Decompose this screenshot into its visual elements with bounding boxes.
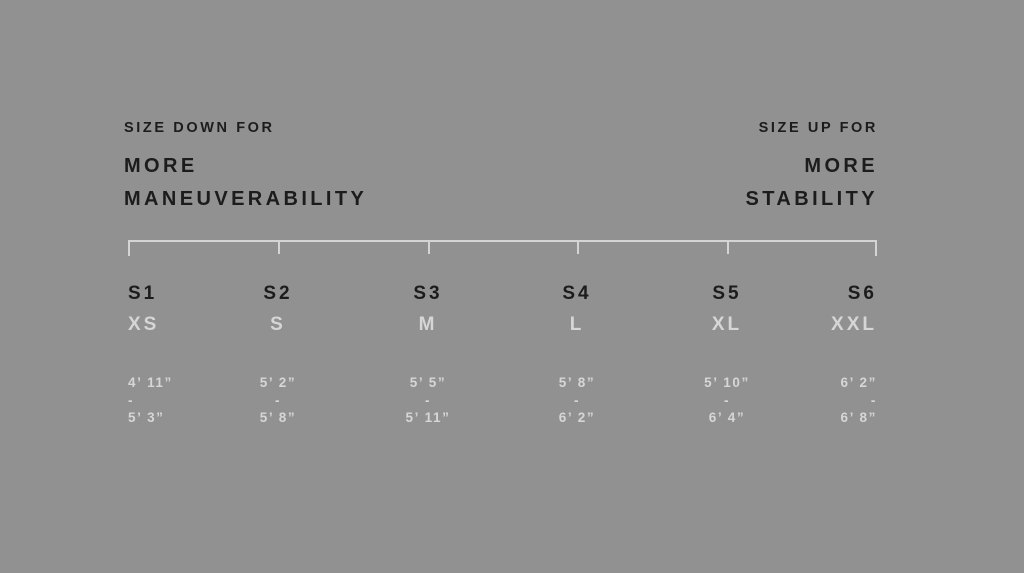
size-letter: L [569,314,585,335]
height-range: 5’ 8” - 6’ 2” [502,374,652,427]
size-letter: M [418,314,438,335]
size-code: S4 [562,283,592,304]
ruler-tick [577,240,580,254]
size-letter: XL [711,314,743,335]
height-min: 4’ 11” [128,375,173,390]
size-up-header: SIZE UP FOR MORE STABILITY [746,119,878,216]
height-min: 5’ 5” [409,375,447,390]
size-column-s3: S3 M 5’ 5” - 5’ 11” [353,284,503,427]
size-column-s2: S2 S 5’ 2” - 5’ 8” [203,284,353,427]
size-code: S1 [128,283,158,304]
size-letter: XXL [831,314,877,335]
height-max: 6’ 2” [558,410,596,425]
height-range: 5’ 2” - 5’ 8” [203,374,353,427]
size-column-s6: S6 XXL 6’ 2” - 6’ 8” [727,284,877,427]
height-max: 5’ 8” [259,410,297,425]
ruler-tick [427,240,430,254]
size-down-title: MORE MANEUVERABILITY [124,155,368,210]
height-max: 6’ 4” [708,410,746,425]
ruler-tick [875,240,877,256]
height-range: 4’ 11” - 5’ 3” [128,374,278,427]
size-scale-ruler [128,240,877,256]
size-down-eyebrow: SIZE DOWN FOR [124,120,275,136]
size-column-s4: S4 L 5’ 8” - 6’ 2” [502,284,652,427]
height-max: 6’ 8” [840,410,877,425]
size-letter: S [270,314,286,335]
height-min: 5’ 10” [704,375,750,390]
size-column-s1: S1 XS 4’ 11” - 5’ 3” [128,284,278,427]
size-letter: XS [128,314,160,335]
range-separator: - [573,392,581,408]
size-down-header: SIZE DOWN FOR MORE MANEUVERABILITY [124,119,367,216]
size-code: S5 [712,283,742,304]
size-code: S2 [263,283,293,304]
height-min: 5’ 8” [558,375,596,390]
range-separator: - [723,392,731,408]
height-max: 5’ 3” [128,410,165,425]
height-range: 5’ 5” - 5’ 11” [353,374,503,427]
size-up-eyebrow: SIZE UP FOR [758,120,878,136]
height-range: 5’ 10” - 6’ 4” [652,374,802,427]
ruler-tick [727,240,730,254]
size-column-s5: S5 XL 5’ 10” - 6’ 4” [652,284,802,427]
size-up-title: MORE STABILITY [745,155,878,210]
range-separator: - [870,392,877,408]
range-separator: - [274,392,282,408]
height-range: 6’ 2” - 6’ 8” [727,374,877,427]
ruler-tick [277,240,280,254]
height-min: 5’ 2” [259,375,297,390]
size-code: S3 [413,283,443,304]
height-min: 6’ 2” [840,375,877,390]
height-max: 5’ 11” [405,410,451,425]
ruler-tick [128,240,130,256]
size-code: S6 [847,283,877,304]
range-separator: - [128,392,135,408]
range-separator: - [424,392,432,408]
